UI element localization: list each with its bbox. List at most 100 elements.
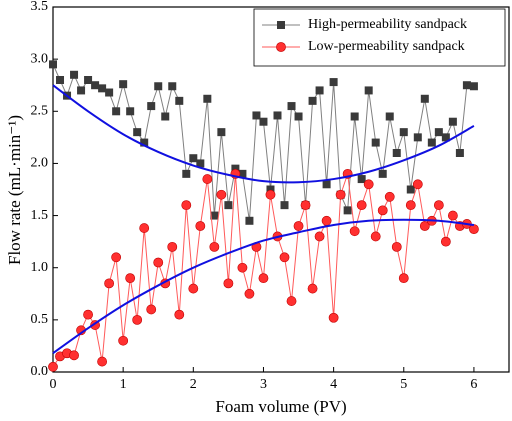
y-axis-label: Flow rate (mL·min⁻¹): [5, 115, 24, 265]
data-point: [392, 149, 401, 157]
data-point: [48, 361, 58, 372]
data-point: [462, 81, 471, 90]
data-point: [231, 164, 240, 173]
data-point: [139, 223, 150, 233]
data-point: [364, 86, 373, 95]
data-point: [112, 107, 121, 116]
data-point: [133, 128, 142, 137]
data-point: [69, 350, 79, 361]
data-point: [349, 226, 360, 237]
data-point: [147, 102, 156, 111]
data-point: [56, 76, 65, 84]
data-point: [167, 241, 178, 252]
data-point: [280, 201, 289, 210]
data-point: [308, 96, 317, 105]
data-point: [91, 81, 100, 90]
data-point: [168, 82, 177, 91]
data-point: [294, 112, 303, 121]
data-point: [140, 138, 149, 147]
data-point: [189, 154, 198, 163]
data-point: [223, 278, 234, 289]
data-point: [259, 117, 268, 126]
data-point: [104, 278, 115, 289]
data-point: [440, 236, 451, 247]
data-point: [384, 191, 395, 202]
data-point: [125, 273, 136, 284]
data-point: [455, 149, 464, 157]
data-point: [343, 206, 352, 215]
data-point: [356, 200, 367, 211]
data-point: [126, 107, 135, 116]
data-point: [293, 221, 304, 231]
data-point: [419, 221, 430, 231]
data-point: [377, 205, 388, 216]
data-point: [161, 112, 170, 121]
data-point: [209, 241, 220, 252]
data-point: [154, 82, 163, 91]
y-tick-label: 1.0: [31, 260, 49, 275]
data-point: [322, 180, 331, 189]
data-point: [406, 185, 415, 194]
data-point: [335, 189, 346, 200]
data-point: [146, 304, 157, 315]
data-point: [119, 80, 128, 89]
data-point: [245, 216, 254, 225]
data-point: [378, 169, 387, 178]
data-point: [203, 94, 212, 103]
data-point: [448, 117, 457, 126]
data-point: [447, 210, 458, 221]
data-point: [217, 128, 226, 137]
y-tick-label: 2.5: [31, 104, 49, 119]
y-tick-label: 1.5: [31, 208, 49, 223]
fit-curve: [52, 218, 475, 355]
data-point: [370, 231, 381, 242]
x-tick-label: 2: [190, 377, 197, 392]
y-tick-label: 0.0: [31, 364, 49, 379]
data-point: [224, 201, 233, 210]
data-point: [300, 200, 311, 211]
data-point: [469, 82, 478, 91]
data-point: [314, 231, 325, 242]
data-point: [413, 133, 422, 142]
y-tick-label: 2.0: [31, 156, 49, 171]
x-axis-label: Foam volume (PV): [215, 397, 346, 416]
data-point: [97, 356, 108, 367]
data-point: [350, 112, 359, 121]
data-point: [195, 221, 206, 231]
x-tick-label: 0: [50, 377, 57, 392]
legend-marker: [277, 21, 285, 29]
data-point: [174, 309, 185, 320]
data-point: [427, 138, 436, 147]
data-point: [182, 169, 191, 178]
data-point: [118, 335, 129, 346]
data-point: [385, 112, 394, 121]
data-point: [286, 296, 297, 306]
y-tick-label: 3.5: [31, 0, 49, 14]
data-point: [398, 273, 409, 284]
data-point: [216, 189, 227, 200]
data-point: [181, 200, 192, 211]
data-point: [77, 86, 86, 95]
data-point: [287, 102, 296, 111]
legend-label: Low-permeability sandpack: [308, 39, 465, 54]
data-point: [258, 273, 269, 284]
data-point: [84, 76, 93, 84]
data-point: [391, 241, 402, 252]
data-point: [363, 179, 374, 190]
data-point: [98, 84, 107, 93]
data-point: [237, 262, 248, 273]
data-point: [357, 175, 366, 184]
data-point: [329, 78, 338, 87]
data-point: [315, 86, 324, 95]
data-point: [132, 314, 143, 325]
data-point: [83, 309, 93, 320]
data-point: [238, 169, 247, 178]
fit-curve: [52, 84, 475, 184]
data-point: [420, 94, 429, 103]
data-point: [434, 128, 443, 137]
data-point: [266, 185, 275, 194]
data-point: [321, 215, 332, 226]
data-point: [70, 70, 79, 79]
legend-marker: [276, 42, 286, 52]
